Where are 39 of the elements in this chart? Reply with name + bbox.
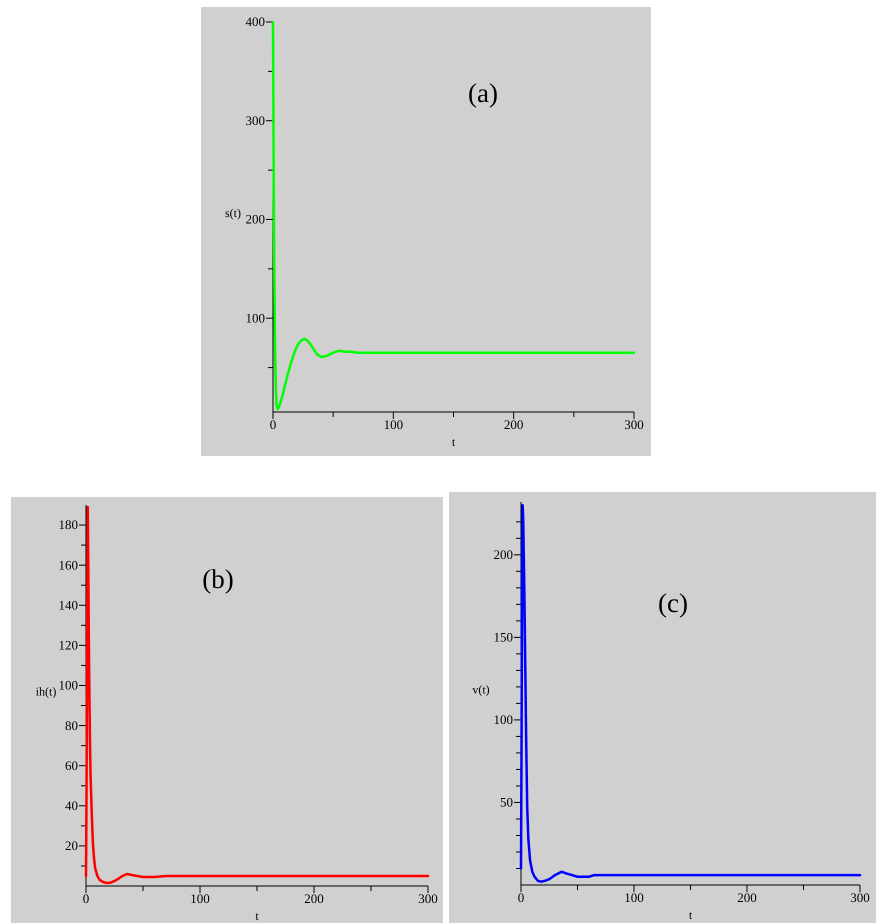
annotation: (b) xyxy=(202,564,234,594)
x-tick-label: 200 xyxy=(304,891,324,906)
x-tick-label: 0 xyxy=(82,891,90,906)
y-tick-label: 100 xyxy=(246,310,265,326)
x-tick-label: 300 xyxy=(418,891,438,906)
y-tick-label: 140 xyxy=(58,597,78,612)
x-axis-title: t xyxy=(255,909,260,923)
x-tick-label: 300 xyxy=(850,890,870,906)
y-tick-label: 100 xyxy=(58,678,78,693)
y-tick-label: 400 xyxy=(246,14,265,30)
y-tick-label: 120 xyxy=(58,638,78,653)
x-tick-label: 0 xyxy=(518,890,524,906)
y-tick-label: 40 xyxy=(65,798,78,813)
annotation: (c) xyxy=(658,588,688,618)
y-tick-label: 200 xyxy=(246,212,265,227)
y-tick-label: 100 xyxy=(494,712,513,728)
y-tick-label: 50 xyxy=(500,794,513,810)
x-tick-label: 200 xyxy=(737,890,757,906)
y-axis-title: ih(t) xyxy=(36,684,56,698)
y-tick-label: 160 xyxy=(58,557,78,572)
y-tick-label: 80 xyxy=(65,718,78,733)
x-tick-label: 300 xyxy=(624,417,644,432)
y-tick-label: 20 xyxy=(65,838,78,854)
x-tick-label: 100 xyxy=(190,891,210,906)
y-tick-label: 60 xyxy=(65,758,78,773)
y-axis-title: s(t) xyxy=(225,206,241,220)
x-tick-label: 100 xyxy=(624,890,644,906)
y-tick-label: 200 xyxy=(494,546,513,562)
y-tick-label: 300 xyxy=(246,112,265,128)
x-tick-label: 200 xyxy=(504,417,524,432)
y-tick-label: 180 xyxy=(58,517,78,532)
x-tick-label: 100 xyxy=(384,417,404,432)
x-axis-title: t xyxy=(452,435,456,449)
annotation: (a) xyxy=(468,78,498,108)
y-tick-label: 150 xyxy=(494,630,513,645)
x-tick-label: 0 xyxy=(270,417,276,432)
x-axis-title: t xyxy=(688,908,693,922)
line-series xyxy=(520,504,862,883)
y-axis-title: v(t) xyxy=(472,682,490,696)
